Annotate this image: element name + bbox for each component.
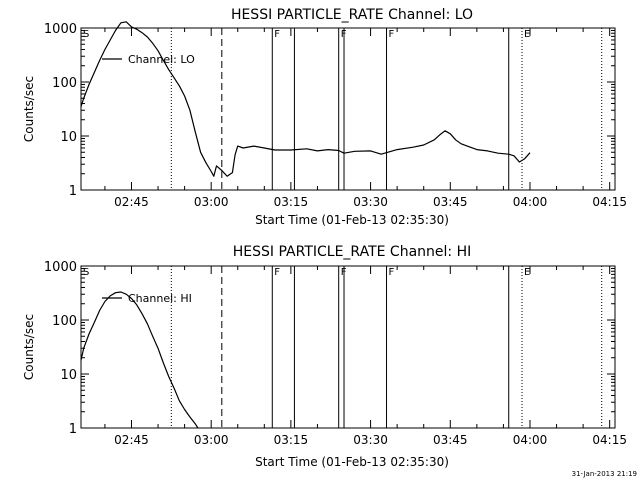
x-tick-label: 04:00 <box>513 433 548 447</box>
lo-x-axis-label: Start Time (01-Feb-13 02:35:30) <box>255 213 449 227</box>
x-tick-label: 03:15 <box>274 433 309 447</box>
flag-label: S <box>83 267 89 278</box>
y-tick-label: 10 <box>60 368 77 383</box>
flag-label: E <box>524 29 530 40</box>
flag-label: F <box>389 267 395 278</box>
y-tick-label: 1 <box>69 184 77 199</box>
plot-timestamp: 31-Jan-2013 21:19 <box>572 470 637 478</box>
flag-label: F <box>274 29 280 40</box>
y-tick-label: 1000 <box>44 260 77 275</box>
flag-label: F <box>341 29 347 40</box>
data-series-line <box>80 21 531 177</box>
x-tick-label: 02:45 <box>114 195 149 209</box>
hi-y-axis-label: Counts/sec <box>22 314 36 380</box>
lo-channel-panel: HESSI PARTICLE_RATE Channel: LO Counts/s… <box>22 7 627 227</box>
flag-label: F <box>274 267 280 278</box>
hi-x-axis-label: Start Time (01-Feb-13 02:35:30) <box>255 455 449 469</box>
x-tick-label: 02:45 <box>114 433 149 447</box>
lo-y-axis-label: Counts/sec <box>22 76 36 142</box>
hi-channel-panel: HESSI PARTICLE_RATE Channel: HI Counts/s… <box>22 244 627 469</box>
flag-label: S <box>83 29 89 40</box>
y-tick-label: 10 <box>60 130 77 145</box>
data-series-line <box>80 291 199 429</box>
x-tick-label: 03:00 <box>194 433 229 447</box>
hi-chart-title: HESSI PARTICLE_RATE Channel: HI <box>233 244 471 260</box>
flag-label: F <box>341 267 347 278</box>
x-tick-label: 03:30 <box>353 433 388 447</box>
plot-frame <box>80 265 616 429</box>
x-tick-label: 03:15 <box>274 195 309 209</box>
y-tick-label: 100 <box>52 76 77 91</box>
flag-label: E <box>524 267 530 278</box>
y-tick-label: 1 <box>69 422 77 437</box>
lo-legend-label: Channel: LO <box>128 53 195 66</box>
lo-chart-title: HESSI PARTICLE_RATE Channel: LO <box>231 7 473 23</box>
x-tick-label: 03:45 <box>433 433 468 447</box>
x-tick-label: 04:15 <box>592 195 627 209</box>
x-tick-label: 03:00 <box>194 195 229 209</box>
x-tick-label: 03:30 <box>353 195 388 209</box>
flag-label: F <box>389 29 395 40</box>
x-tick-label: 04:00 <box>513 195 548 209</box>
x-tick-label: 03:45 <box>433 195 468 209</box>
x-tick-label: 04:15 <box>592 433 627 447</box>
y-tick-label: 100 <box>52 314 77 329</box>
plot-frame <box>80 27 616 191</box>
hi-legend-label: Channel: HI <box>128 292 192 305</box>
y-tick-label: 1000 <box>44 22 77 37</box>
